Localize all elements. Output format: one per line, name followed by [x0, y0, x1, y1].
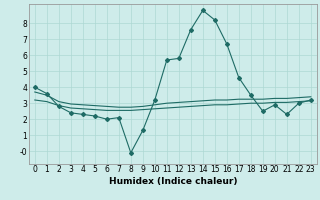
X-axis label: Humidex (Indice chaleur): Humidex (Indice chaleur) — [108, 177, 237, 186]
